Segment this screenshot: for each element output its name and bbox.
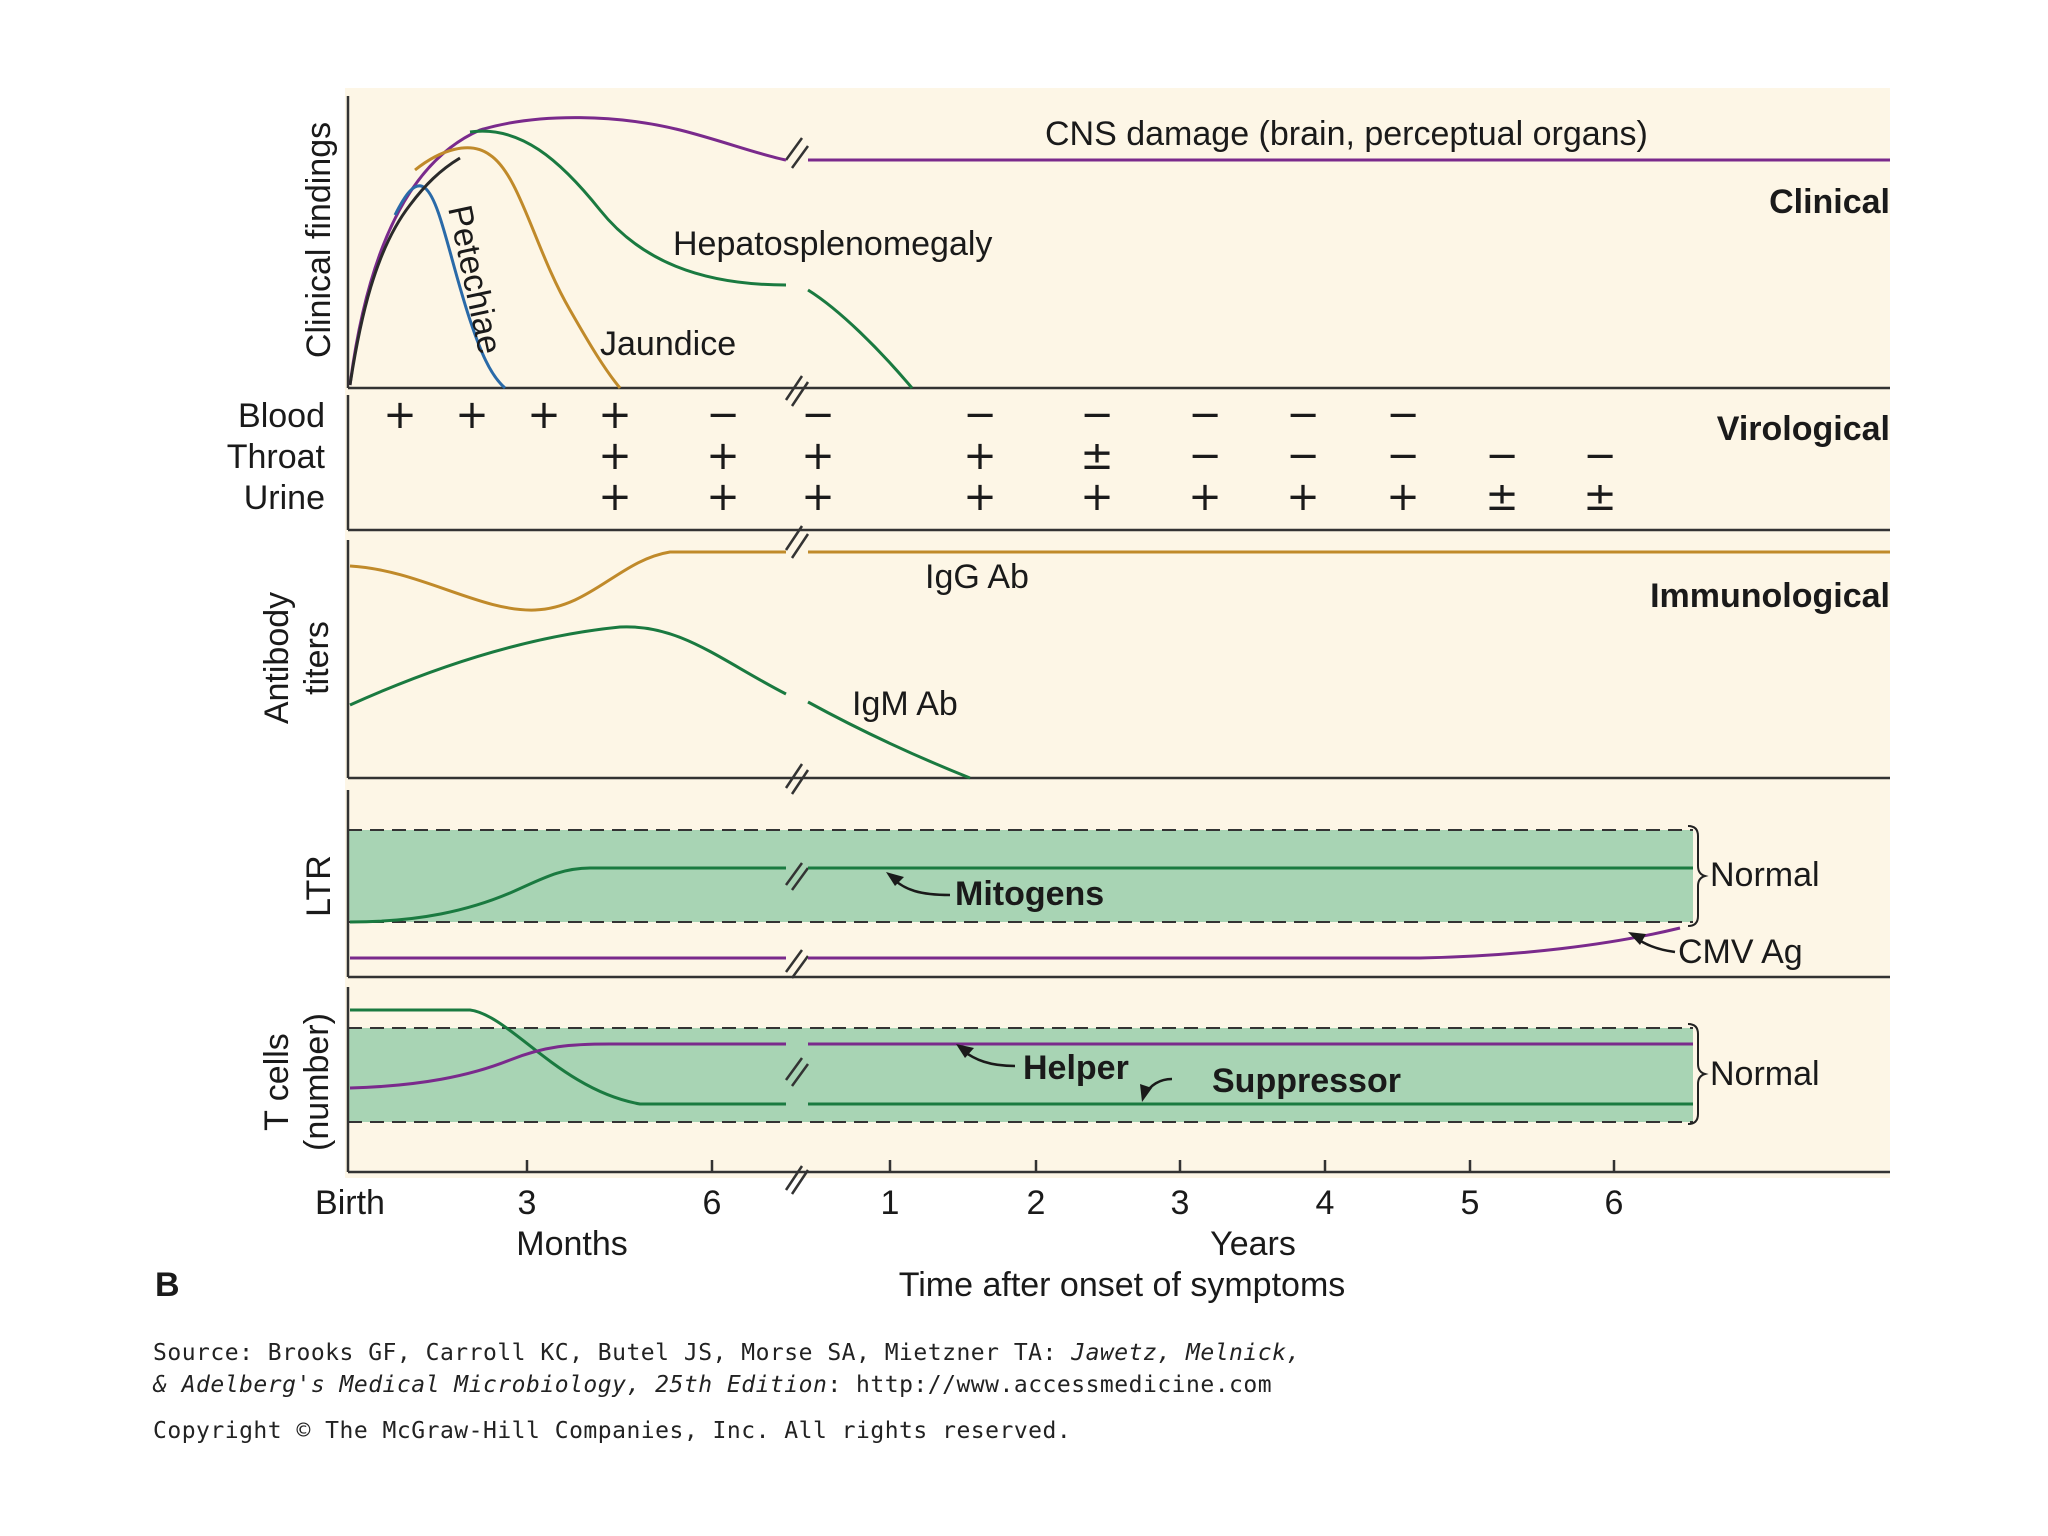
helper-label: Helper [1023,1049,1129,1087]
cns-damage-label: CNS damage (brain, perceptual organs) [1045,115,1648,153]
virology-blood-symbol: − [963,392,997,438]
virology-throat-symbol: ± [1080,433,1114,479]
years-label: Years [1210,1225,1296,1263]
virology-urine-symbol: ± [1583,474,1617,520]
mitogens-label: Mitogens [955,875,1104,913]
clinical-onset-line [348,156,461,386]
source-citation-line1: Source: Brooks GF, Carroll KC, Butel JS,… [153,1340,1301,1366]
throat-row-label: Throat [227,438,326,476]
hepatosplenomegaly-line [469,129,787,287]
x-ticks [525,1160,1616,1172]
virology-throat-symbol: + [963,433,997,479]
virology-throat-symbol: − [1188,433,1222,479]
virology-blood-symbol: + [527,392,561,438]
panel-axes [346,96,1890,1174]
x-tick-label: 1 [881,1184,900,1222]
x-tick-label: 3 [518,1184,537,1222]
helper-line [349,1042,786,1090]
petechiae-line [393,184,507,390]
virology-blood-symbol: + [383,392,417,438]
virology-urine-symbol: + [1286,474,1320,520]
x-tick-label: 6 [703,1184,722,1222]
virology-blood-symbol: − [1286,392,1320,438]
virology-urine-symbol: ± [1485,474,1519,520]
suppressor-line [350,1008,786,1106]
panel-label: B [155,1266,180,1304]
x-tick-label: 4 [1316,1184,1335,1222]
antibody-ylabel-line1: Antibody [258,592,296,724]
cmv-ag-label: CMV Ag [1678,933,1803,971]
clinical-section-label: Clinical [1769,183,1890,221]
axis-break-marks [784,137,810,1195]
x-tick-label: 6 [1605,1184,1624,1222]
tcells-normal-band [348,1028,1693,1122]
months-label: Months [516,1225,628,1263]
tcells-ylabel-line1: T cells [258,1033,296,1131]
virology-urine-symbol: + [963,474,997,520]
jaundice-line [414,146,622,389]
ltr-ylabel: LTR [300,855,338,917]
virological-symbols: + + + + − − − − − − −+ + + + ± − − − − −+ + + + + + + + ± ± [383,392,1617,520]
virology-urine-symbol: + [598,474,632,520]
source-citation-line2: & Adelberg's Medical Microbiology, 25th … [153,1372,1273,1398]
cns-damage-line [348,116,787,386]
virology-throat-symbol: − [1386,433,1420,479]
virology-throat-symbol: + [801,433,835,479]
ltr-normal-brace [1687,825,1709,927]
urine-row-label: Urine [244,479,325,517]
ltr-normal-band [348,830,1693,922]
virology-urine-symbol: + [1386,474,1420,520]
virology-blood-symbol: − [706,392,740,438]
virology-urine-symbol: + [1188,474,1222,520]
tcells-ylabel-line2: (number) [298,1013,336,1151]
cmv-ag-line-late [808,926,1681,960]
tcells-normal-label: Normal [1710,1055,1820,1093]
virology-blood-symbol: − [1386,392,1420,438]
x-tick-label: 5 [1461,1184,1480,1222]
igm-label: IgM Ab [852,685,958,723]
virology-blood-symbol: − [1080,392,1114,438]
igm-line [349,625,787,707]
igg-line [349,550,786,612]
x-tick-label: 3 [1171,1184,1190,1222]
mitogens-line [349,866,786,924]
x-tick-label: Birth [315,1184,385,1222]
x-axis-title: Time after onset of symptoms [899,1266,1346,1304]
suppressor-label: Suppressor [1212,1062,1401,1100]
chart-background [345,88,1890,1178]
tcells-normal-brace [1687,1023,1709,1125]
virology-urine-symbol: + [706,474,740,520]
virology-urine-symbol: + [801,474,835,520]
virology-throat-symbol: − [1485,433,1519,479]
x-tick-label: 2 [1027,1184,1046,1222]
hepatosplenomegaly-line-late [807,288,914,389]
virology-blood-symbol: − [801,392,835,438]
copyright-notice: Copyright © The McGraw-Hill Companies, I… [153,1418,1072,1444]
igg-label: IgG Ab [925,558,1029,596]
blood-row-label: Blood [238,397,325,435]
annotation-arrowheads [886,872,1646,1102]
virology-blood-symbol: + [455,392,489,438]
virology-blood-symbol: − [1188,392,1222,438]
igm-line-late [807,700,971,780]
clinical-findings-ylabel: Clinical findings [300,122,338,358]
hepatosplenomegaly-label: Hepatosplenomegaly [673,225,992,263]
virology-throat-symbol: − [1286,433,1320,479]
immunological-section-label: Immunological [1650,577,1890,615]
virology-throat-symbol: + [706,433,740,479]
ltr-normal-label: Normal [1710,856,1820,894]
jaundice-label: Jaundice [600,325,736,363]
antibody-ylabel-line2: titers [298,621,336,695]
virological-section-label: Virological [1717,410,1890,448]
virology-throat-symbol: + [598,433,632,479]
virology-throat-symbol: − [1583,433,1617,479]
virology-blood-symbol: + [598,392,632,438]
virology-urine-symbol: + [1080,474,1114,520]
